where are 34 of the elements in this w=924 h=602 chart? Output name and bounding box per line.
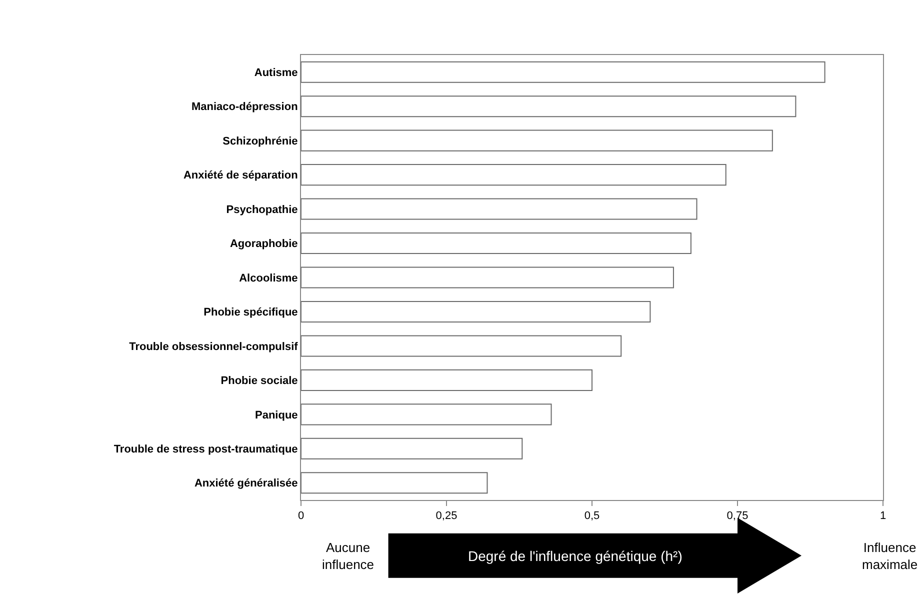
y-tick-label: Anxiété de séparation bbox=[183, 170, 298, 182]
bar bbox=[301, 404, 552, 426]
y-tick-label: Phobie sociale bbox=[220, 375, 298, 388]
bar bbox=[301, 438, 523, 460]
y-tick-label: Maniaco-dépression bbox=[191, 101, 298, 114]
y-tick-label: Psychopathie bbox=[226, 204, 298, 216]
y-tick-label: Trouble obsessionnel-compulsif bbox=[129, 340, 298, 353]
text: Aucune influence bbox=[322, 540, 374, 572]
x-tick-label: 0,25 bbox=[436, 510, 458, 522]
text: Influence maximale bbox=[862, 540, 918, 572]
y-tick-label: Agoraphobie bbox=[230, 238, 298, 250]
x-tick-label: 0 bbox=[298, 510, 304, 522]
y-tick-label: Trouble de stress post-traumatique bbox=[114, 444, 298, 456]
bar bbox=[301, 164, 726, 186]
bar bbox=[301, 198, 698, 220]
y-tick-label: Panique bbox=[255, 409, 298, 422]
y-tick-label: Alcoolisme bbox=[239, 272, 298, 284]
bar bbox=[301, 300, 651, 322]
bar bbox=[301, 61, 826, 83]
y-tick-label: Schizophrénie bbox=[222, 135, 298, 148]
bar bbox=[301, 369, 592, 391]
x-tick-label: 0,75 bbox=[726, 510, 748, 522]
text: Degré de l'influence génétique (h²) bbox=[468, 548, 682, 564]
y-tick-label: Phobie spécifique bbox=[204, 306, 298, 319]
bar bbox=[301, 96, 796, 118]
bar bbox=[301, 266, 674, 288]
x-tick-label: 0,5 bbox=[584, 510, 600, 522]
x-tick-label: 1 bbox=[880, 510, 886, 522]
y-tick-label: Anxiété généralisée bbox=[194, 478, 298, 490]
bar bbox=[301, 232, 692, 254]
y-tick-label: Autisme bbox=[254, 66, 298, 79]
bar bbox=[301, 472, 488, 494]
bar bbox=[301, 335, 622, 357]
bar bbox=[301, 130, 773, 152]
